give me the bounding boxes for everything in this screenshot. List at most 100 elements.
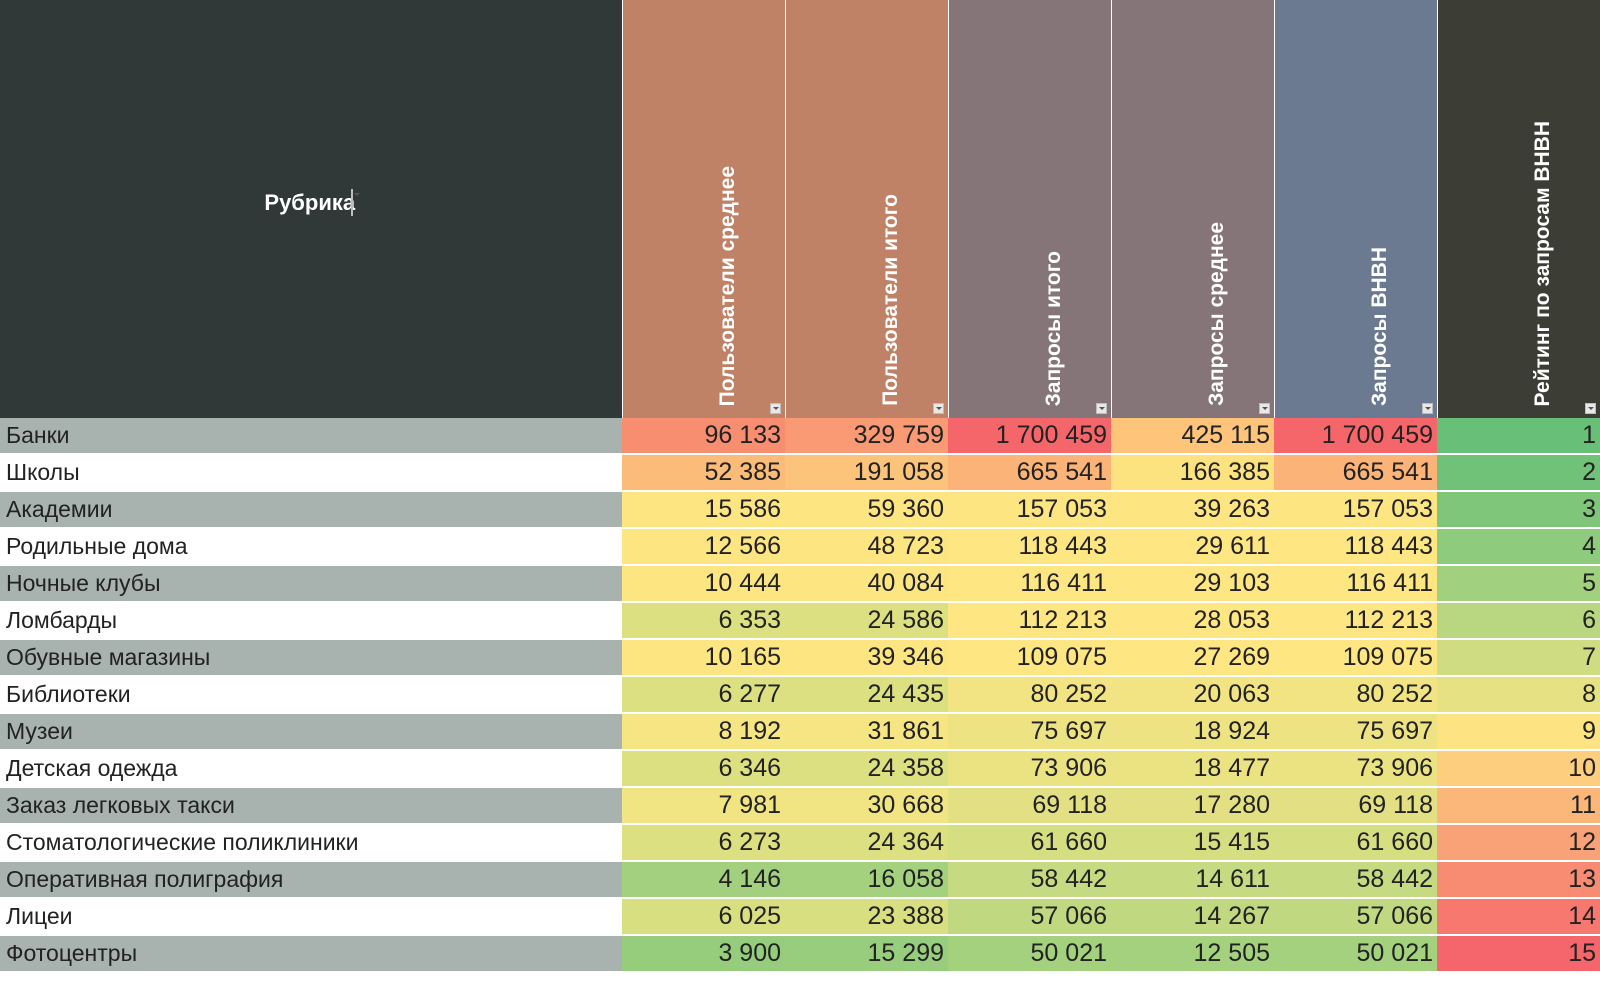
header-users-avg[interactable]: Пользователи среднее — [622, 0, 786, 418]
cell-requests-avg[interactable]: 18 924 — [1111, 713, 1274, 751]
cell-requests-total[interactable]: 50 021 — [948, 935, 1111, 973]
cell-users-avg[interactable]: 52 385 — [622, 454, 785, 492]
cell-requests-total[interactable]: 80 252 — [948, 676, 1111, 714]
filter-dropdown-icon[interactable] — [1584, 403, 1596, 414]
cell-requests-vnvn[interactable]: 665 541 — [1274, 454, 1437, 492]
cell-users-avg[interactable]: 96 133 — [622, 418, 785, 455]
cell-rubric[interactable]: Обувные магазины — [0, 639, 622, 677]
cell-rating[interactable]: 3 — [1437, 491, 1600, 529]
header-rating[interactable]: Рейтинг по запросам ВНВН — [1437, 0, 1600, 418]
header-requests-avg[interactable]: Запросы среднее — [1111, 0, 1275, 418]
cell-users-total[interactable]: 23 388 — [785, 898, 948, 936]
cell-requests-avg[interactable]: 18 477 — [1111, 750, 1274, 788]
cell-requests-total[interactable]: 69 118 — [948, 787, 1111, 825]
cell-users-total[interactable]: 24 364 — [785, 824, 948, 862]
cell-users-total[interactable]: 39 346 — [785, 639, 948, 677]
cell-requests-avg[interactable]: 15 415 — [1111, 824, 1274, 862]
cell-users-total[interactable]: 59 360 — [785, 491, 948, 529]
filter-dropdown-icon[interactable] — [351, 189, 354, 216]
header-users-total[interactable]: Пользователи итого — [785, 0, 949, 418]
cell-rubric[interactable]: Академии — [0, 491, 622, 529]
cell-requests-vnvn[interactable]: 80 252 — [1274, 676, 1437, 714]
cell-rubric[interactable]: Школы — [0, 454, 622, 492]
cell-users-avg[interactable]: 6 353 — [622, 602, 785, 640]
cell-users-avg[interactable]: 4 146 — [622, 861, 785, 899]
cell-users-total[interactable]: 24 435 — [785, 676, 948, 714]
cell-rating[interactable]: 9 — [1437, 713, 1600, 751]
cell-requests-avg[interactable]: 28 053 — [1111, 602, 1274, 640]
cell-rubric[interactable]: Заказ легковых такси — [0, 787, 622, 825]
cell-requests-avg[interactable]: 12 505 — [1111, 935, 1274, 973]
cell-requests-total[interactable]: 116 411 — [948, 565, 1111, 603]
cell-users-total[interactable]: 15 299 — [785, 935, 948, 973]
cell-users-total[interactable]: 16 058 — [785, 861, 948, 899]
cell-requests-total[interactable]: 112 213 — [948, 602, 1111, 640]
filter-dropdown-icon[interactable] — [1095, 403, 1107, 414]
filter-dropdown-icon[interactable] — [1258, 403, 1270, 414]
cell-rating[interactable]: 11 — [1437, 787, 1600, 825]
cell-users-total[interactable]: 40 084 — [785, 565, 948, 603]
cell-rating[interactable]: 4 — [1437, 528, 1600, 566]
cell-requests-total[interactable]: 73 906 — [948, 750, 1111, 788]
cell-rating[interactable]: 7 — [1437, 639, 1600, 677]
cell-requests-avg[interactable]: 29 611 — [1111, 528, 1274, 566]
cell-rating[interactable]: 5 — [1437, 565, 1600, 603]
cell-requests-avg[interactable]: 14 611 — [1111, 861, 1274, 899]
cell-rating[interactable]: 6 — [1437, 602, 1600, 640]
cell-requests-avg[interactable]: 166 385 — [1111, 454, 1274, 492]
cell-users-avg[interactable]: 15 586 — [622, 491, 785, 529]
cell-users-avg[interactable]: 6 277 — [622, 676, 785, 714]
cell-requests-avg[interactable]: 14 267 — [1111, 898, 1274, 936]
cell-rubric[interactable]: Библиотеки — [0, 676, 622, 714]
cell-requests-total[interactable]: 58 442 — [948, 861, 1111, 899]
cell-requests-vnvn[interactable]: 1 700 459 — [1274, 418, 1437, 455]
cell-rubric[interactable]: Ночные клубы — [0, 565, 622, 603]
cell-requests-vnvn[interactable]: 116 411 — [1274, 565, 1437, 603]
cell-requests-total[interactable]: 75 697 — [948, 713, 1111, 751]
header-requests-total[interactable]: Запросы итого — [948, 0, 1112, 418]
cell-requests-total[interactable]: 1 700 459 — [948, 418, 1111, 455]
cell-requests-vnvn[interactable]: 61 660 — [1274, 824, 1437, 862]
cell-requests-vnvn[interactable]: 58 442 — [1274, 861, 1437, 899]
cell-users-total[interactable]: 24 586 — [785, 602, 948, 640]
cell-users-total[interactable]: 30 668 — [785, 787, 948, 825]
cell-rubric[interactable]: Музеи — [0, 713, 622, 751]
cell-rating[interactable]: 12 — [1437, 824, 1600, 862]
cell-requests-avg[interactable]: 20 063 — [1111, 676, 1274, 714]
cell-rubric[interactable]: Ломбарды — [0, 602, 622, 640]
cell-users-avg[interactable]: 8 192 — [622, 713, 785, 751]
cell-requests-vnvn[interactable]: 73 906 — [1274, 750, 1437, 788]
header-requests-vnvn[interactable]: Запросы ВНВН — [1274, 0, 1438, 418]
cell-rating[interactable]: 2 — [1437, 454, 1600, 492]
cell-rubric[interactable]: Фотоцентры — [0, 935, 622, 973]
cell-requests-avg[interactable]: 27 269 — [1111, 639, 1274, 677]
cell-rubric[interactable]: Лицеи — [0, 898, 622, 936]
cell-requests-total[interactable]: 61 660 — [948, 824, 1111, 862]
cell-requests-total[interactable]: 665 541 — [948, 454, 1111, 492]
cell-rubric[interactable]: Родильные дома — [0, 528, 622, 566]
cell-users-total[interactable]: 31 861 — [785, 713, 948, 751]
cell-users-avg[interactable]: 6 273 — [622, 824, 785, 862]
cell-requests-vnvn[interactable]: 75 697 — [1274, 713, 1437, 751]
cell-users-avg[interactable]: 10 165 — [622, 639, 785, 677]
cell-requests-vnvn[interactable]: 157 053 — [1274, 491, 1437, 529]
cell-users-total[interactable]: 48 723 — [785, 528, 948, 566]
cell-requests-total[interactable]: 57 066 — [948, 898, 1111, 936]
cell-requests-avg[interactable]: 17 280 — [1111, 787, 1274, 825]
cell-requests-avg[interactable]: 29 103 — [1111, 565, 1274, 603]
cell-requests-total[interactable]: 109 075 — [948, 639, 1111, 677]
cell-users-avg[interactable]: 6 346 — [622, 750, 785, 788]
filter-dropdown-icon[interactable] — [769, 403, 781, 414]
cell-requests-vnvn[interactable]: 50 021 — [1274, 935, 1437, 973]
cell-requests-total[interactable]: 118 443 — [948, 528, 1111, 566]
cell-requests-vnvn[interactable]: 57 066 — [1274, 898, 1437, 936]
cell-users-avg[interactable]: 3 900 — [622, 935, 785, 973]
cell-rating[interactable]: 8 — [1437, 676, 1600, 714]
cell-rating[interactable]: 1 — [1437, 418, 1600, 455]
cell-requests-vnvn[interactable]: 112 213 — [1274, 602, 1437, 640]
cell-users-avg[interactable]: 12 566 — [622, 528, 785, 566]
cell-users-avg[interactable]: 7 981 — [622, 787, 785, 825]
cell-rubric[interactable]: Детская одежда — [0, 750, 622, 788]
filter-dropdown-icon[interactable] — [1421, 403, 1433, 414]
cell-requests-vnvn[interactable]: 69 118 — [1274, 787, 1437, 825]
